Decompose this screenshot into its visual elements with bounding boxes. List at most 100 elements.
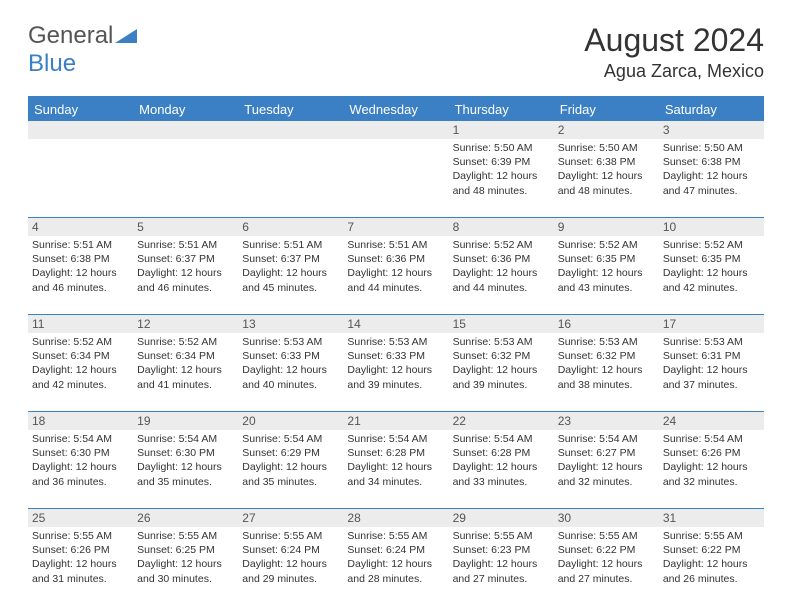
- sunrise-text: Sunrise: 5:52 AM: [453, 238, 550, 252]
- sunset-text: Sunset: 6:26 PM: [32, 543, 129, 557]
- day-number: 5: [133, 218, 238, 236]
- day-number: 2: [554, 121, 659, 139]
- day-header: Saturday: [659, 98, 764, 121]
- day-cell: Sunrise: 5:50 AMSunset: 6:38 PMDaylight:…: [554, 139, 659, 217]
- sunrise-text: Sunrise: 5:50 AM: [558, 141, 655, 155]
- sunset-text: Sunset: 6:24 PM: [242, 543, 339, 557]
- day-cell: Sunrise: 5:52 AMSunset: 6:34 PMDaylight:…: [28, 333, 133, 411]
- sunset-text: Sunset: 6:38 PM: [663, 155, 760, 169]
- sunset-text: Sunset: 6:22 PM: [663, 543, 760, 557]
- day-number: 8: [449, 218, 554, 236]
- day-cell: Sunrise: 5:52 AMSunset: 6:36 PMDaylight:…: [449, 236, 554, 314]
- day-number: 12: [133, 315, 238, 333]
- day-number: 19: [133, 412, 238, 430]
- daylight-text: Daylight: 12 hours and 32 minutes.: [558, 460, 655, 488]
- day-header-row: Sunday Monday Tuesday Wednesday Thursday…: [28, 98, 764, 121]
- daylight-text: Daylight: 12 hours and 48 minutes.: [453, 169, 550, 197]
- daylight-text: Daylight: 12 hours and 41 minutes.: [137, 363, 234, 391]
- sunset-text: Sunset: 6:26 PM: [663, 446, 760, 460]
- sunset-text: Sunset: 6:36 PM: [453, 252, 550, 266]
- daylight-text: Daylight: 12 hours and 30 minutes.: [137, 557, 234, 585]
- day-cell: Sunrise: 5:53 AMSunset: 6:32 PMDaylight:…: [449, 333, 554, 411]
- day-number: 11: [28, 315, 133, 333]
- daylight-text: Daylight: 12 hours and 26 minutes.: [663, 557, 760, 585]
- week-info-row: Sunrise: 5:51 AMSunset: 6:38 PMDaylight:…: [28, 236, 764, 314]
- daylight-text: Daylight: 12 hours and 35 minutes.: [137, 460, 234, 488]
- sunrise-text: Sunrise: 5:53 AM: [242, 335, 339, 349]
- day-cell: Sunrise: 5:51 AMSunset: 6:37 PMDaylight:…: [238, 236, 343, 314]
- logo-text: General Blue: [28, 22, 137, 78]
- daylight-text: Daylight: 12 hours and 34 minutes.: [347, 460, 444, 488]
- day-cell: Sunrise: 5:51 AMSunset: 6:37 PMDaylight:…: [133, 236, 238, 314]
- sunset-text: Sunset: 6:36 PM: [347, 252, 444, 266]
- daylight-text: Daylight: 12 hours and 43 minutes.: [558, 266, 655, 294]
- daylight-text: Daylight: 12 hours and 47 minutes.: [663, 169, 760, 197]
- daylight-text: Daylight: 12 hours and 36 minutes.: [32, 460, 129, 488]
- daylight-text: Daylight: 12 hours and 42 minutes.: [32, 363, 129, 391]
- daylight-text: Daylight: 12 hours and 33 minutes.: [453, 460, 550, 488]
- day-cell: Sunrise: 5:55 AMSunset: 6:23 PMDaylight:…: [449, 527, 554, 605]
- day-number: 14: [343, 315, 448, 333]
- day-header: Monday: [133, 98, 238, 121]
- day-number: 3: [659, 121, 764, 139]
- sunrise-text: Sunrise: 5:54 AM: [242, 432, 339, 446]
- day-number: 10: [659, 218, 764, 236]
- day-header: Tuesday: [238, 98, 343, 121]
- daylight-text: Daylight: 12 hours and 44 minutes.: [453, 266, 550, 294]
- weeks-container: 123Sunrise: 5:50 AMSunset: 6:39 PMDaylig…: [28, 121, 764, 605]
- day-cell: Sunrise: 5:54 AMSunset: 6:28 PMDaylight:…: [449, 430, 554, 508]
- month-title: August 2024: [584, 22, 764, 59]
- day-number: 15: [449, 315, 554, 333]
- sunset-text: Sunset: 6:29 PM: [242, 446, 339, 460]
- week-info-row: Sunrise: 5:55 AMSunset: 6:26 PMDaylight:…: [28, 527, 764, 605]
- daylight-text: Daylight: 12 hours and 31 minutes.: [32, 557, 129, 585]
- sunset-text: Sunset: 6:35 PM: [558, 252, 655, 266]
- logo-triangle-icon: [115, 22, 137, 50]
- sunset-text: Sunset: 6:38 PM: [558, 155, 655, 169]
- sunrise-text: Sunrise: 5:53 AM: [558, 335, 655, 349]
- daylight-text: Daylight: 12 hours and 39 minutes.: [453, 363, 550, 391]
- day-number: [343, 121, 448, 139]
- day-cell: Sunrise: 5:53 AMSunset: 6:33 PMDaylight:…: [343, 333, 448, 411]
- sunrise-text: Sunrise: 5:52 AM: [32, 335, 129, 349]
- sunrise-text: Sunrise: 5:51 AM: [32, 238, 129, 252]
- location: Agua Zarca, Mexico: [584, 61, 764, 82]
- sunset-text: Sunset: 6:31 PM: [663, 349, 760, 363]
- day-cell: Sunrise: 5:53 AMSunset: 6:33 PMDaylight:…: [238, 333, 343, 411]
- day-cell: Sunrise: 5:53 AMSunset: 6:31 PMDaylight:…: [659, 333, 764, 411]
- day-cell: Sunrise: 5:51 AMSunset: 6:38 PMDaylight:…: [28, 236, 133, 314]
- week-number-row: 18192021222324: [28, 411, 764, 430]
- sunrise-text: Sunrise: 5:50 AM: [453, 141, 550, 155]
- daylight-text: Daylight: 12 hours and 39 minutes.: [347, 363, 444, 391]
- sunrise-text: Sunrise: 5:51 AM: [137, 238, 234, 252]
- sunset-text: Sunset: 6:37 PM: [137, 252, 234, 266]
- sunrise-text: Sunrise: 5:51 AM: [242, 238, 339, 252]
- day-number: 31: [659, 509, 764, 527]
- sunrise-text: Sunrise: 5:52 AM: [663, 238, 760, 252]
- sunrise-text: Sunrise: 5:52 AM: [558, 238, 655, 252]
- day-cell: Sunrise: 5:54 AMSunset: 6:27 PMDaylight:…: [554, 430, 659, 508]
- sunrise-text: Sunrise: 5:55 AM: [242, 529, 339, 543]
- calendar: Sunday Monday Tuesday Wednesday Thursday…: [28, 96, 764, 605]
- week-info-row: Sunrise: 5:54 AMSunset: 6:30 PMDaylight:…: [28, 430, 764, 508]
- day-cell: Sunrise: 5:52 AMSunset: 6:35 PMDaylight:…: [554, 236, 659, 314]
- sunset-text: Sunset: 6:24 PM: [347, 543, 444, 557]
- sunset-text: Sunset: 6:30 PM: [137, 446, 234, 460]
- day-number: 29: [449, 509, 554, 527]
- daylight-text: Daylight: 12 hours and 28 minutes.: [347, 557, 444, 585]
- day-number: 26: [133, 509, 238, 527]
- day-number: 6: [238, 218, 343, 236]
- sunrise-text: Sunrise: 5:53 AM: [347, 335, 444, 349]
- day-number: [133, 121, 238, 139]
- daylight-text: Daylight: 12 hours and 40 minutes.: [242, 363, 339, 391]
- sunrise-text: Sunrise: 5:55 AM: [137, 529, 234, 543]
- daylight-text: Daylight: 12 hours and 38 minutes.: [558, 363, 655, 391]
- sunrise-text: Sunrise: 5:53 AM: [663, 335, 760, 349]
- day-cell: [238, 139, 343, 217]
- day-number: 21: [343, 412, 448, 430]
- day-cell: Sunrise: 5:51 AMSunset: 6:36 PMDaylight:…: [343, 236, 448, 314]
- sunset-text: Sunset: 6:23 PM: [453, 543, 550, 557]
- daylight-text: Daylight: 12 hours and 46 minutes.: [32, 266, 129, 294]
- sunset-text: Sunset: 6:27 PM: [558, 446, 655, 460]
- daylight-text: Daylight: 12 hours and 45 minutes.: [242, 266, 339, 294]
